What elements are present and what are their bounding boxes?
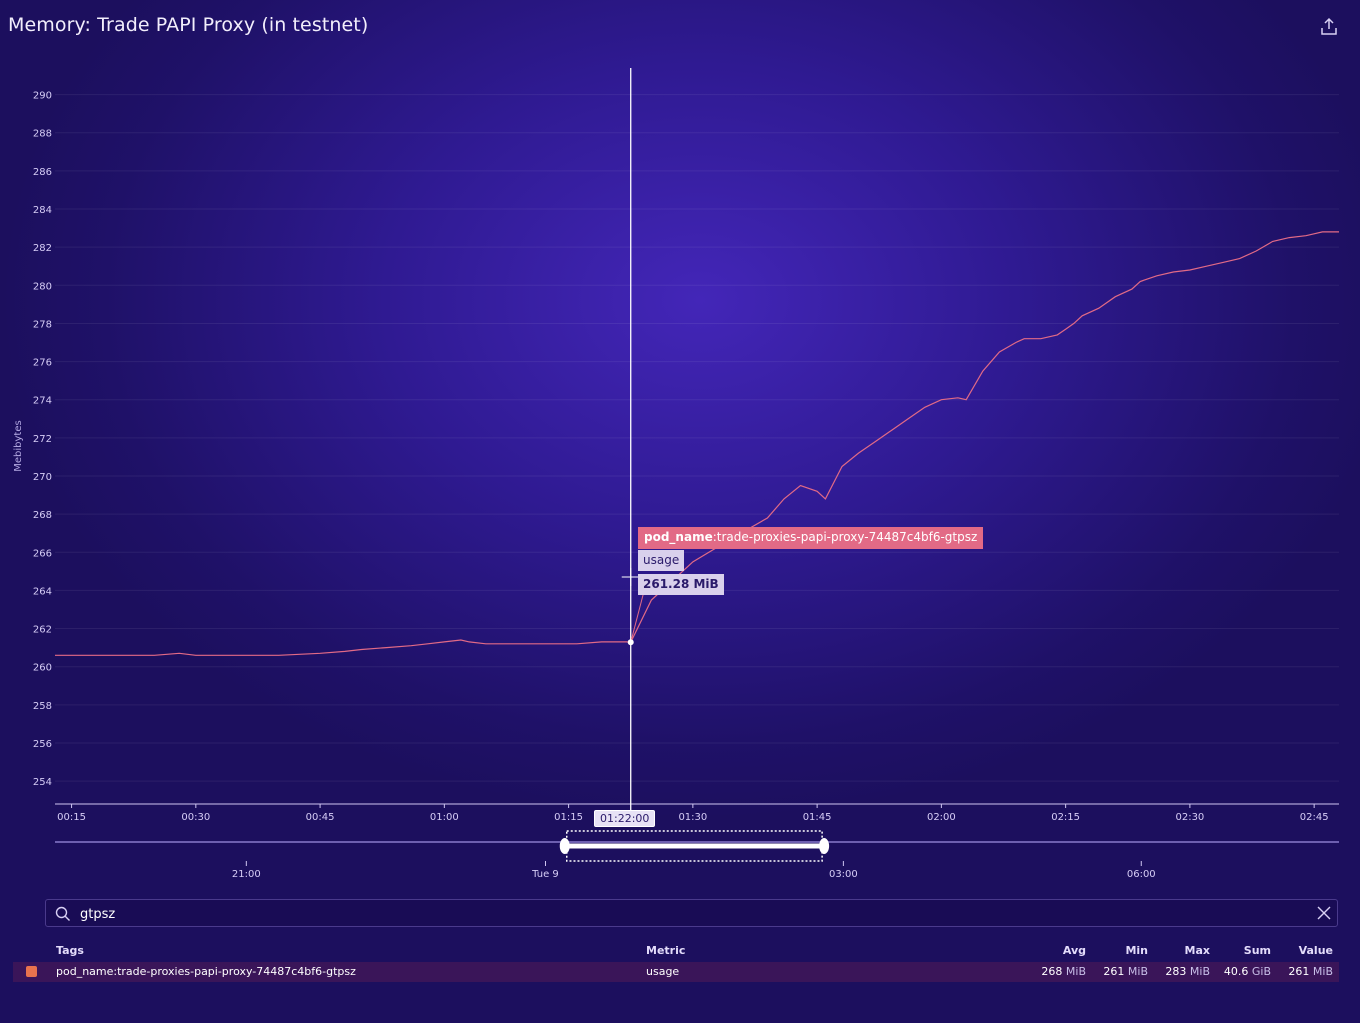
x-tick-label: 01:15: [554, 812, 583, 823]
tooltip-tag-label: pod_name:trade-proxies-papi-proxy-74487c…: [638, 527, 984, 549]
y-tick-label: 270: [33, 472, 52, 483]
navigator-handle-right[interactable]: [819, 838, 830, 854]
x-tick-label: 02:15: [1051, 812, 1080, 823]
column-header-value[interactable]: Value: [1298, 944, 1333, 957]
cursor-point: [627, 639, 634, 646]
y-tick-label: 278: [33, 319, 52, 330]
chart-title: Memory: Trade PAPI Proxy (in testnet): [8, 14, 369, 36]
y-tick-label: 272: [33, 434, 52, 445]
row-avg-unit: MiB: [1065, 965, 1086, 978]
y-tick-label: 286: [33, 167, 52, 178]
row-avg: 268 MiB: [1026, 965, 1086, 978]
series-line-usage[interactable]: [55, 231, 1339, 656]
search-field[interactable]: [45, 899, 1338, 927]
y-tick-label: 268: [33, 510, 52, 521]
row-sum: 40.6 GiB: [1211, 965, 1271, 978]
table-row[interactable]: pod_name:trade-proxies-papi-proxy-74487c…: [13, 962, 1339, 982]
y-tick-label: 256: [33, 739, 52, 750]
column-header-sum[interactable]: Sum: [1243, 944, 1271, 957]
navigator-tick-label: 03:00: [829, 869, 858, 880]
column-header-avg[interactable]: Avg: [1062, 944, 1086, 957]
column-header-min[interactable]: Min: [1125, 944, 1148, 957]
navigator-tick-label: 21:00: [232, 869, 261, 880]
series-color-swatch: [26, 966, 37, 977]
y-tick-label: 266: [33, 548, 52, 559]
x-tick-label: 01:00: [430, 812, 459, 823]
x-tick-label: 00:30: [181, 812, 210, 823]
row-max: 283 MiB: [1150, 965, 1210, 978]
y-tick-label: 264: [33, 586, 52, 597]
row-max-value: 283: [1165, 965, 1187, 978]
y-tick-label: 262: [33, 625, 52, 636]
row-value: 261 MiB: [1273, 965, 1333, 978]
row-min-unit: MiB: [1127, 965, 1148, 978]
tooltip-tag-value: :trade-proxies-papi-proxy-74487c4bf6-gtp…: [712, 530, 978, 544]
row-max-unit: MiB: [1189, 965, 1210, 978]
chart-grid: [55, 94, 1339, 782]
y-axis-label: Mebibytes: [13, 420, 24, 471]
y-tick-label: 288: [33, 129, 52, 140]
cursor-time-badge: 01:22:00: [594, 810, 656, 827]
column-header-max[interactable]: Max: [1184, 944, 1210, 957]
row-min: 261 MiB: [1088, 965, 1148, 978]
tooltip-value: 261.28 MiB: [638, 574, 724, 595]
row-avg-value: 268: [1041, 965, 1063, 978]
row-value-value: 261: [1288, 965, 1310, 978]
x-tick-label: 02:45: [1300, 812, 1329, 823]
y-tick-label: 282: [33, 243, 52, 254]
row-sum-value: 40.6: [1223, 965, 1249, 978]
row-metric: usage: [646, 965, 680, 978]
x-tick-label: 00:45: [306, 812, 335, 823]
y-tick-label: 276: [33, 358, 52, 369]
y-tick-label: 284: [33, 205, 52, 216]
tooltip-connector: [630, 592, 645, 643]
search-input[interactable]: [78, 902, 1302, 926]
x-tick-label: 02:30: [1175, 812, 1204, 823]
x-tick-label: 02:00: [927, 812, 956, 823]
y-tick-label: 254: [33, 777, 52, 788]
column-header-tags[interactable]: Tags: [56, 944, 84, 957]
navigator-tick-label: 06:00: [1127, 869, 1156, 880]
row-min-value: 261: [1103, 965, 1125, 978]
x-tick-label: 01:45: [803, 812, 832, 823]
y-tick-label: 290: [33, 91, 52, 102]
navigator: [559, 830, 830, 862]
search-icon: [55, 906, 70, 921]
y-tick-label: 274: [33, 396, 52, 407]
export-icon[interactable]: [1318, 16, 1340, 38]
row-tags: pod_name:trade-proxies-papi-proxy-74487c…: [56, 965, 356, 978]
y-tick-label: 260: [33, 663, 52, 674]
x-tick-label: 01:30: [678, 812, 707, 823]
x-axis-ticks: 00:15 00:30 00:45 01:00 01:15 01:30 01:45 02:00…: [57, 804, 1329, 823]
crosshair-icon: [621, 568, 640, 586]
navigator-ticks: 21:00 Tue 9 03:00 06:00: [232, 861, 1156, 880]
timeseries-chart[interactable]: 254 256 258 260 262 264 266 268 270 272 274 276 278 2…: [0, 0, 1360, 890]
tooltip-metric: usage: [638, 550, 685, 571]
y-tick-label: 280: [33, 281, 52, 292]
tooltip-tag-key: pod_name: [644, 530, 713, 544]
y-axis-ticks: 254 256 258 260 262 264 266 268 270 272 274 276 278 2…: [33, 91, 52, 789]
navigator-handle-left[interactable]: [559, 838, 570, 854]
navigator-tick-label: Tue 9: [531, 869, 559, 880]
y-tick-label: 258: [33, 701, 52, 712]
navigator-window[interactable]: [565, 830, 823, 862]
close-icon[interactable]: [1316, 905, 1332, 921]
row-value-unit: MiB: [1312, 965, 1333, 978]
column-header-metric[interactable]: Metric: [646, 944, 686, 957]
row-sum-unit: GiB: [1251, 965, 1271, 978]
x-tick-label: 00:15: [57, 812, 86, 823]
